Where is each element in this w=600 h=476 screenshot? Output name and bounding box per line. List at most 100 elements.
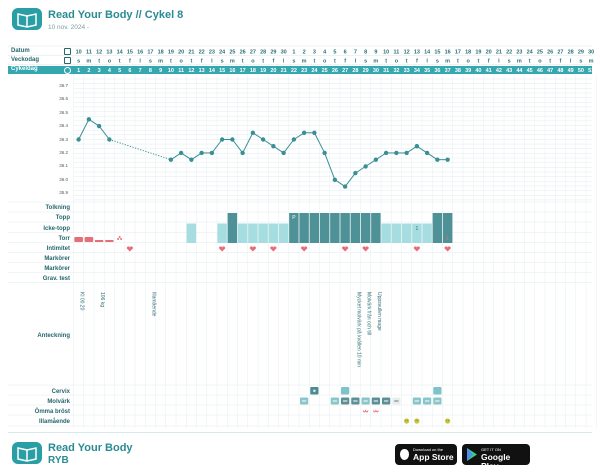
temp-line — [211, 139, 223, 154]
date-cell: 15 — [434, 50, 440, 56]
temp-point — [342, 184, 348, 189]
torr-dot — [120, 238, 123, 240]
cycleday-cell: 15 — [219, 68, 225, 74]
app-store-big-text: App Store — [413, 452, 454, 462]
weekday-cell: t — [334, 59, 336, 65]
date-cell: 3 — [313, 50, 316, 56]
heart-icon — [270, 246, 277, 252]
row-label-cervix: Cervix — [51, 389, 70, 395]
cycleday-cell: 29 — [363, 68, 369, 74]
temp-point — [178, 150, 184, 156]
date-cell: 11 — [86, 50, 92, 56]
app-store-button[interactable]: Download on the App Store — [395, 444, 457, 465]
illamaende-eye — [405, 419, 407, 421]
date-cell: 19 — [168, 50, 174, 56]
weekday-cell: t — [262, 59, 264, 65]
date-cell: 9 — [374, 50, 377, 56]
topp-bar — [350, 213, 361, 243]
topp-bar — [432, 213, 443, 243]
page-title: Read Your Body // Cykel 8 — [48, 9, 184, 21]
date-cell: 5 — [333, 50, 336, 56]
apple-icon — [400, 449, 409, 460]
cycleday-cell: 40 — [475, 68, 481, 74]
cycleday-cell: 10 — [168, 68, 174, 74]
footer-logo — [12, 442, 42, 464]
temp-point — [260, 137, 266, 142]
topp-bar — [360, 213, 371, 243]
weekday-cell: s — [579, 59, 582, 65]
date-cell: 28 — [260, 50, 266, 56]
temp-point — [199, 150, 204, 156]
cycleday-cell: 39 — [465, 68, 471, 74]
play-icon — [467, 448, 477, 461]
weekday-cell: m — [158, 59, 163, 65]
temp-point — [322, 150, 327, 156]
temp-point — [414, 144, 420, 149]
cycleday-cell: 49 — [568, 68, 574, 74]
weekday-cell: t — [406, 59, 408, 65]
heart-icon — [301, 246, 308, 252]
cycleday-cell: 27 — [342, 68, 348, 74]
icke-topp-bar — [278, 223, 289, 243]
temp-line — [231, 139, 244, 154]
y-tick-label: 36.6 — [59, 96, 68, 102]
date-cell: 21 — [496, 50, 502, 56]
topp-bar — [227, 213, 238, 243]
weekday-cell: t — [477, 59, 479, 65]
note-text: 106 kg — [99, 292, 105, 307]
cycleday-cell: 31 — [383, 68, 389, 74]
cervix-marker — [433, 387, 442, 395]
cycleday-cell: 19 — [260, 68, 266, 74]
cycleday-cell: 43 — [506, 68, 512, 74]
weekday-cell: s — [508, 59, 511, 65]
cycleday-cell: 36 — [434, 68, 440, 74]
weekday-cell: l — [355, 59, 357, 65]
date-cell: 13 — [414, 50, 420, 56]
heart-icon — [249, 246, 256, 252]
cycleday-cell: 41 — [486, 68, 492, 74]
icke-topp-bar — [258, 223, 268, 243]
weekday-cell: l — [570, 59, 572, 65]
torr-bar — [84, 237, 94, 242]
date-cell: 24 — [527, 50, 534, 56]
date-cell: 17 — [455, 50, 461, 56]
cycleday-cell: 20 — [270, 68, 276, 74]
date-cell: 28 — [568, 50, 574, 56]
torr-bar — [95, 240, 104, 242]
date-cell: 12 — [96, 50, 102, 56]
weekday-cell: s — [364, 59, 367, 65]
icke-topp-marker: 1 — [415, 226, 418, 232]
weekday-cell: s — [149, 59, 152, 65]
weekday-cell: t — [98, 59, 100, 65]
calendar-icon — [64, 57, 71, 64]
weekday-cell: o — [323, 59, 327, 65]
date-cell: 24 — [219, 50, 226, 56]
row-label-grav-test: Grav. test — [42, 276, 70, 282]
date-cell: 22 — [199, 50, 205, 56]
topp-bar — [299, 213, 309, 243]
row-label-omma-brost: Ömma bröst — [34, 409, 70, 415]
weekday-cell: m — [230, 59, 235, 65]
temp-point — [404, 150, 409, 156]
temp-line — [242, 132, 254, 154]
weekday-cell: t — [242, 59, 244, 65]
temp-point — [291, 137, 297, 142]
weekday-cell: o — [466, 59, 470, 65]
date-cell: 20 — [178, 50, 184, 56]
icke-topp-bar — [391, 223, 402, 243]
y-tick-label: 36.3 — [59, 136, 68, 142]
cycleday-cell: 51 — [588, 68, 594, 74]
date-cell: 17 — [147, 50, 153, 56]
icke-topp-bar — [248, 223, 258, 243]
note-text: Uppsvullen mage — [376, 292, 382, 331]
date-cell: 23 — [516, 50, 522, 56]
google-play-button[interactable]: GET IT ON Google Play — [462, 444, 530, 471]
torr-bar — [105, 240, 114, 242]
cycleday-cell: 48 — [557, 68, 563, 74]
temp-point — [435, 157, 440, 162]
date-cell: 22 — [506, 50, 512, 56]
cervix-marker — [341, 387, 350, 395]
cycleday-cell: 8 — [149, 68, 152, 74]
topp-bar — [442, 213, 453, 243]
weekday-cell: s — [221, 59, 224, 65]
